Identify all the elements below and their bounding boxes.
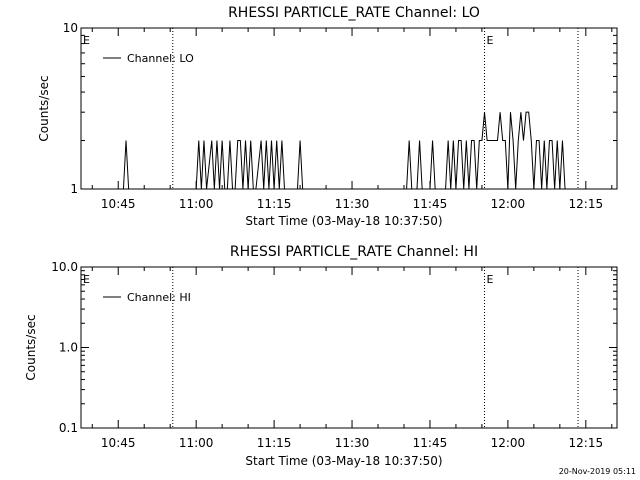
x-tick-label: 11:15 bbox=[257, 197, 292, 211]
y-tick-label: 10.0 bbox=[51, 260, 78, 274]
chart-title: RHESSI PARTICLE_RATE Channel: HI bbox=[230, 244, 478, 260]
chart-panel-1: RHESSI PARTICLE_RATE Channel: HI Start Ti… bbox=[24, 244, 618, 468]
legend-entry: Channel: LO bbox=[127, 52, 194, 65]
x-tick-label: 12:00 bbox=[491, 436, 526, 450]
x-tick-label: 12:15 bbox=[569, 197, 604, 211]
legend-entry: Channel: HI bbox=[127, 291, 191, 304]
x-tick-label: 11:00 bbox=[179, 436, 214, 450]
x-tick-label: 11:30 bbox=[335, 197, 370, 211]
x-tick-label: 11:45 bbox=[413, 197, 448, 211]
event-marker-label: E bbox=[83, 273, 90, 286]
y-tick-label: 1.0 bbox=[59, 341, 78, 355]
x-tick-label: 12:15 bbox=[569, 436, 604, 450]
x-axis-label: Start Time (03-May-18 10:37:50) bbox=[245, 454, 442, 468]
x-tick-label: 12:00 bbox=[491, 197, 526, 211]
x-tick-label: 11:30 bbox=[335, 436, 370, 450]
chart-panel-0: RHESSI PARTICLE_RATE Channel: LO Start Ti… bbox=[37, 5, 618, 228]
y-tick-label: 0.1 bbox=[59, 421, 78, 435]
x-tick-label: 11:45 bbox=[413, 436, 448, 450]
event-marker-label: E bbox=[83, 34, 90, 47]
x-tick-label: 11:00 bbox=[179, 197, 214, 211]
series-line-0 bbox=[81, 111, 566, 190]
chart-title: RHESSI PARTICLE_RATE Channel: LO bbox=[228, 5, 480, 21]
x-axis-label: Start Time (03-May-18 10:37:50) bbox=[245, 214, 442, 228]
timestamp-label: 20-Nov-2019 05:11 bbox=[559, 467, 636, 476]
y-axis-label: Counts/sec bbox=[24, 314, 38, 380]
y-tick-label: 10 bbox=[63, 21, 78, 35]
y-axis-label: Counts/sec bbox=[37, 75, 51, 141]
y-tick-label: 1 bbox=[70, 182, 78, 196]
x-tick-label: 11:15 bbox=[257, 436, 292, 450]
x-tick-label: 10:45 bbox=[101, 436, 136, 450]
x-tick-label: 10:45 bbox=[101, 197, 136, 211]
event-marker-label: E bbox=[487, 273, 494, 286]
event-marker-label: E bbox=[487, 34, 494, 47]
